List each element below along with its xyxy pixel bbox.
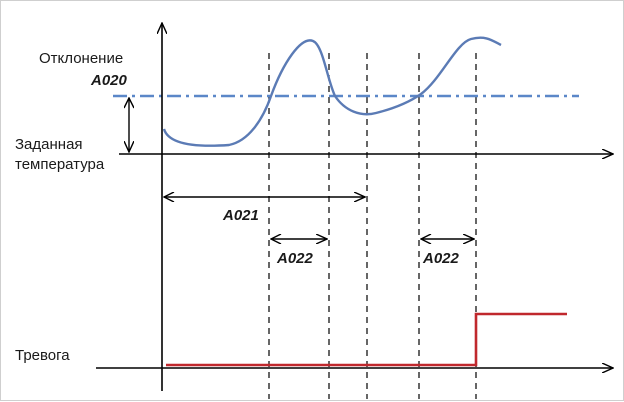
a021-label: A021 xyxy=(222,207,259,224)
a022-label-first: A022 xyxy=(276,250,314,267)
alarm-signal xyxy=(166,312,567,367)
deviation-label: Отклонение xyxy=(39,50,123,67)
temperature-curve xyxy=(162,36,502,147)
alarm-label: Тревога xyxy=(15,347,70,364)
setpoint-label-line2: температура xyxy=(15,156,105,173)
time-markers xyxy=(268,53,477,399)
setpoint-label-line1: Заданная xyxy=(15,136,83,153)
a020-label: A020 xyxy=(90,72,128,89)
a022-label-second: A022 xyxy=(422,250,460,267)
